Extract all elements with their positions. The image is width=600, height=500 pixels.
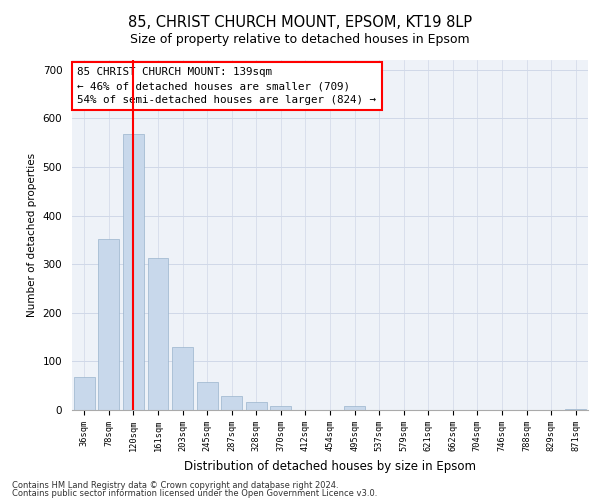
Y-axis label: Number of detached properties: Number of detached properties — [27, 153, 37, 317]
Bar — [98, 239, 119, 410]
X-axis label: Distribution of detached houses by size in Epsom: Distribution of detached houses by size … — [184, 460, 476, 472]
Bar — [197, 382, 218, 410]
Bar — [565, 408, 586, 410]
Text: 85, CHRIST CHURCH MOUNT, EPSOM, KT19 8LP: 85, CHRIST CHURCH MOUNT, EPSOM, KT19 8LP — [128, 15, 472, 30]
Bar — [271, 406, 292, 410]
Bar — [172, 347, 193, 410]
Bar — [123, 134, 144, 410]
Text: 85 CHRIST CHURCH MOUNT: 139sqm
← 46% of detached houses are smaller (709)
54% of: 85 CHRIST CHURCH MOUNT: 139sqm ← 46% of … — [77, 67, 376, 105]
Bar — [344, 406, 365, 410]
Text: Contains public sector information licensed under the Open Government Licence v3: Contains public sector information licen… — [12, 489, 377, 498]
Bar — [246, 402, 267, 410]
Bar — [74, 377, 95, 410]
Text: Contains HM Land Registry data © Crown copyright and database right 2024.: Contains HM Land Registry data © Crown c… — [12, 480, 338, 490]
Text: Size of property relative to detached houses in Epsom: Size of property relative to detached ho… — [130, 32, 470, 46]
Bar — [148, 258, 169, 410]
Bar — [221, 396, 242, 410]
